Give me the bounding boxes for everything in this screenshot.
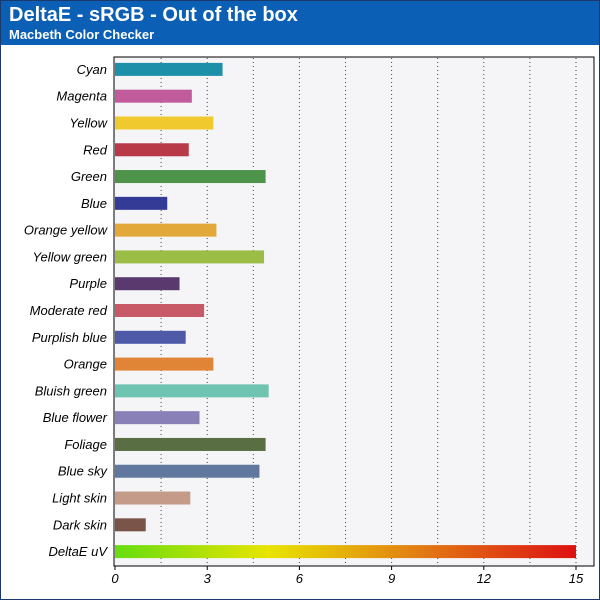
x-tick-label: 3	[204, 571, 212, 586]
bar-yellow	[115, 116, 214, 130]
bar-bluish-green	[115, 384, 269, 398]
category-label: Green	[71, 169, 107, 184]
bar-moderate-red	[115, 304, 205, 317]
category-label: Blue flower	[43, 410, 108, 425]
bar-orange-yellow	[115, 223, 217, 237]
bar-magenta	[115, 89, 192, 103]
x-tick-label: 0	[111, 571, 119, 586]
x-tick-label: 6	[296, 571, 304, 586]
category-label: Magenta	[56, 89, 107, 104]
bar-blue-sky	[115, 464, 260, 478]
bar-foliage	[115, 437, 266, 451]
bar-chart: Cyan Magenta Yellow Red Green Blue Orange yell…	[24, 56, 595, 586]
bar-deltae-uv	[115, 545, 576, 559]
category-label: Foliage	[64, 437, 107, 452]
category-label: Blue	[81, 196, 107, 211]
bar-blue-flower	[115, 411, 200, 425]
bar-green	[115, 170, 266, 184]
bar-purple	[115, 277, 180, 291]
category-label: Yellow	[69, 115, 108, 130]
x-tick-label: 15	[569, 571, 584, 586]
chart-area: Cyan Magenta Yellow Red Green Blue Orange yell…	[1, 45, 599, 599]
category-label: Moderate red	[30, 303, 108, 318]
category-label: Purplish blue	[32, 330, 107, 345]
chart-subtitle: Macbeth Color Checker	[9, 27, 155, 42]
category-label: Dark skin	[53, 517, 107, 532]
category-label: Yellow green	[33, 249, 107, 264]
bar-orange	[115, 357, 214, 371]
x-tick-label: 12	[477, 571, 492, 586]
chart-title: DeltaE - sRGB - Out of the box	[9, 4, 298, 26]
bar-dark-skin	[115, 518, 146, 532]
bar-blue	[115, 196, 168, 210]
bar-light-skin	[115, 491, 191, 505]
category-label: Orange	[64, 357, 107, 372]
bar-purplish-blue	[115, 330, 186, 344]
category-label: Purple	[69, 276, 107, 291]
category-label: Red	[83, 142, 108, 157]
category-label: DeltaE uV	[48, 544, 108, 559]
x-tick-label: 9	[388, 571, 395, 586]
category-label: Bluish green	[35, 383, 107, 398]
bar-yellow-green	[115, 250, 265, 264]
category-label: Blue sky	[58, 464, 109, 479]
bar-cyan	[115, 62, 223, 76]
category-label: Cyan	[77, 62, 107, 77]
bar-red	[115, 143, 189, 157]
category-label: Orange yellow	[24, 223, 109, 238]
category-label: Light skin	[52, 491, 107, 506]
chart-header: DeltaE - sRGB - Out of the box Macbeth C…	[1, 1, 599, 45]
